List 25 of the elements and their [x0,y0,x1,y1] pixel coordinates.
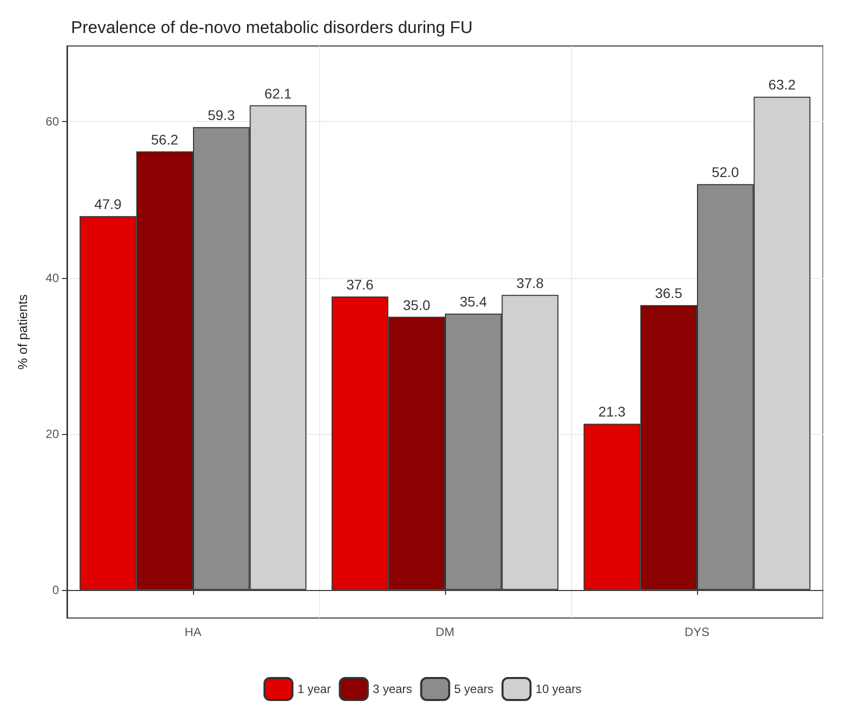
data-label: 47.9 [94,196,122,212]
y-tick-label: 40 [46,270,60,285]
y-tick-label: 60 [46,114,60,129]
data-label: 36.5 [655,285,682,302]
legend-label: 10 years [536,682,582,696]
y-axis-title: % of patients [15,294,30,370]
data-label: 59.3 [208,107,236,124]
data-label: 62.1 [264,85,292,102]
data-label: 52.0 [712,164,740,180]
y-tick-label: 0 [52,582,60,597]
data-label: 21.3 [598,404,626,420]
x-tick-label: HA [184,625,202,639]
legend-label: 3 years [372,682,412,696]
data-label: 35.0 [403,296,430,313]
data-label: 35.4 [460,294,488,310]
legend-label: 1 year [297,682,331,696]
data-label: 63.2 [768,76,796,93]
y-tick-label: 20 [46,426,60,441]
x-tick-label: DYS [684,625,710,639]
x-tick-label: DM [436,625,454,639]
data-label: 56.2 [151,131,178,148]
data-label: 37.6 [346,276,374,292]
data-label: 37.8 [516,274,544,291]
legend-label: 5 years [454,682,494,696]
chart-title: Prevalence of de-novo metabolic disorders during FU [71,18,473,37]
